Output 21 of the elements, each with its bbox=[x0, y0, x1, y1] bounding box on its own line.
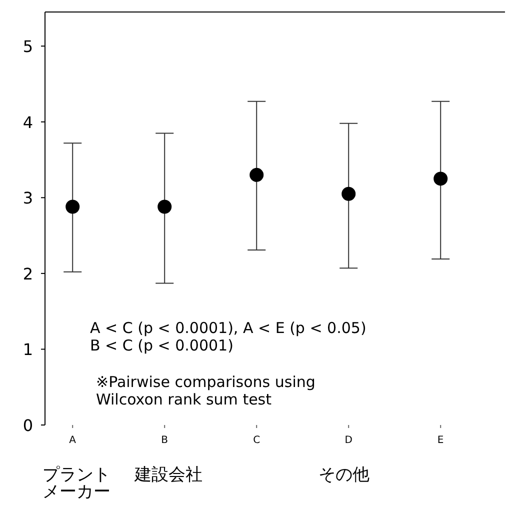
y-tick-label: 5 bbox=[22, 37, 33, 56]
y-tick-label: 0 bbox=[22, 416, 33, 435]
annotation: A < C (p < 0.0001), A < E (p < 0.05) B < C (p < 0.0001) bbox=[90, 319, 366, 354]
point bbox=[66, 200, 80, 214]
y-tick-label: 1 bbox=[22, 340, 33, 360]
y-tick-label: 2 bbox=[22, 264, 33, 284]
y-tick-label: 3 bbox=[22, 188, 33, 208]
text: その他 bbox=[318, 465, 370, 485]
x-tick-label: E bbox=[437, 435, 444, 446]
text: 建設会社 bbox=[134, 465, 203, 485]
annotation: ※Pairwise comparisons using Wilcoxon rank sum test bbox=[96, 373, 316, 408]
x-tick-label: C bbox=[253, 435, 260, 446]
x-tick-label: B bbox=[161, 435, 168, 446]
x-tick-label: D bbox=[344, 435, 353, 446]
point bbox=[250, 168, 264, 182]
point bbox=[434, 172, 448, 186]
text: プラントメーカー bbox=[42, 465, 111, 502]
point bbox=[158, 200, 172, 214]
x-tick-label: A bbox=[69, 435, 76, 446]
y-tick-label: 4 bbox=[22, 112, 33, 132]
point bbox=[342, 186, 356, 201]
